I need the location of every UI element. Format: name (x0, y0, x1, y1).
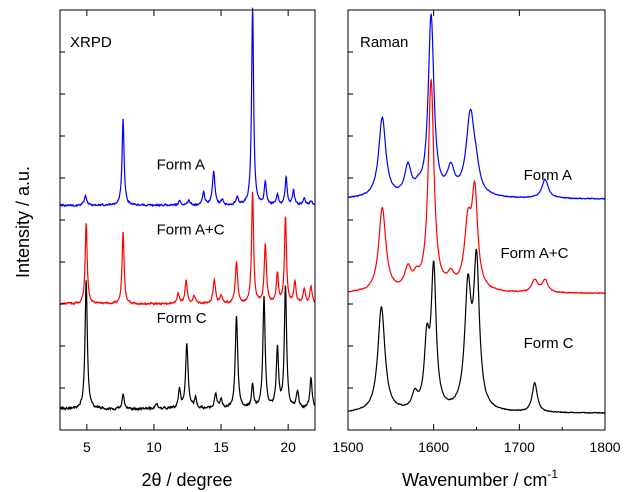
xrpd-series-label: Form C (157, 310, 207, 327)
raman-series-label: Form A (524, 167, 572, 184)
raman-series-line-3 (347, 248, 606, 415)
xrpd-x-axis-label: 2θ / degree (141, 470, 232, 490)
raman-panel-label: Raman (360, 34, 408, 51)
raman-series-label: Form C (524, 335, 574, 352)
raman-x-tick-label: 1500 (332, 439, 363, 455)
raman-x-tick-label: 1600 (418, 439, 449, 455)
xrpd-x-tick-label: 15 (213, 439, 229, 455)
xrpd-series-line-2 (59, 191, 316, 306)
xrpd-x-tick-label: 20 (280, 439, 296, 455)
xrpd-series-line-1 (59, 7, 316, 208)
raman-series-labels: Form A Form A+C Form C (500, 167, 573, 352)
xrpd-x-tick-label: 10 (146, 439, 162, 455)
raman-series-line-2 (347, 78, 606, 295)
y-axis-label: Intensity / a.u. (13, 166, 33, 278)
raman-x-tick-label: 1700 (504, 439, 535, 455)
xrpd-series-label: Form A+C (157, 222, 225, 239)
raman-x-tick-label: 1800 (589, 439, 620, 455)
raman-x-ticks: 1500 1600 1700 1800 (332, 10, 621, 455)
xrpd-series-label: Form A (157, 157, 205, 174)
raman-x-axis-label-superscript: -1 (547, 467, 558, 481)
xrpd-series-labels: Form A Form A+C Form C (157, 157, 225, 327)
raman-series-label: Form A+C (500, 245, 568, 262)
xrpd-x-ticks: 5 10 15 20 (60, 10, 296, 455)
raman-x-axis-label-text: Wavenumber / cm (402, 470, 547, 490)
raman-x-axis-label: Wavenumber / cm-1 (402, 467, 558, 490)
xrpd-traces (59, 7, 316, 412)
xrpd-panel-label: XRPD (70, 34, 112, 51)
xrpd-x-tick-label: 5 (83, 439, 91, 455)
xrpd-series-line-3 (59, 280, 316, 412)
raman-series-line-1 (347, 13, 606, 200)
raman-traces (347, 13, 606, 415)
xrpd-panel: 5 10 15 20 XRPD Form A Form A+C Form C 2θ / d… (59, 7, 316, 490)
